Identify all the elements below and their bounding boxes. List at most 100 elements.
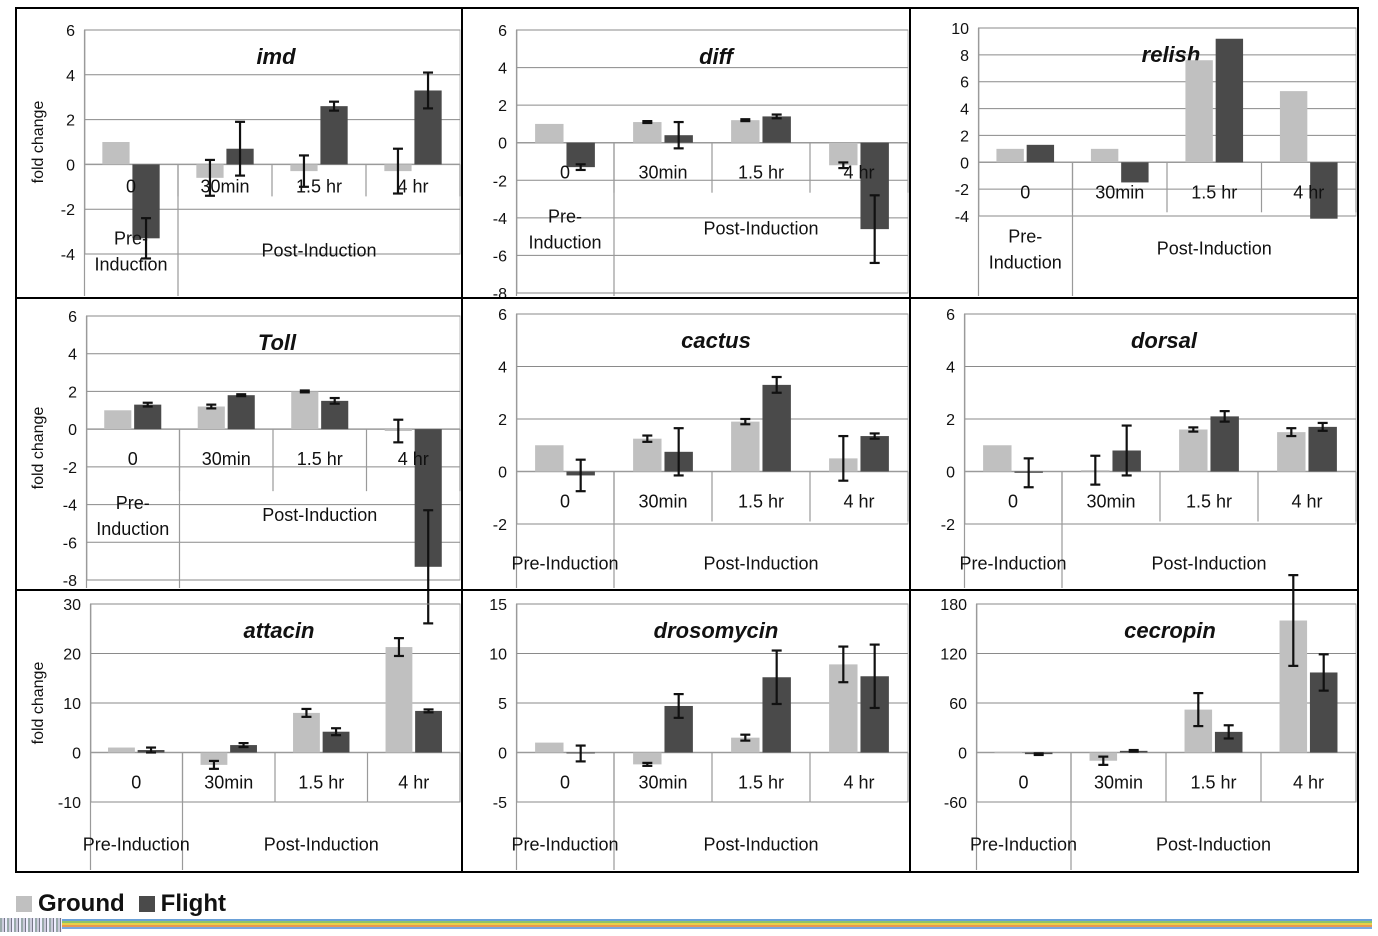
panel-diff: 6 4 2 0 -2 -4 -6 -8 diff 0 30min 1.5 hr 4 hr Pre- Indu… [461, 7, 911, 303]
y-tick-label: 15 [489, 597, 507, 614]
bar-flight [134, 404, 162, 430]
panel-dorsal: 6 4 2 0 -2 dorsal 0 30min 1.5 hr 4 hr Pre-Inductio… [909, 297, 1359, 591]
y-tick-label: 20 [63, 647, 81, 664]
x-category-label: 1.5 hr [296, 176, 342, 196]
legend-item-ground: Ground [16, 890, 125, 918]
x-group-label-line: Post-Induction [262, 505, 377, 525]
x-category-label: 30min [638, 492, 687, 512]
y-tick-label: 0 [68, 422, 77, 439]
legend-swatch-flight [138, 896, 155, 912]
y-tick-label: -8 [63, 573, 77, 590]
x-category-label: 30min [200, 176, 249, 196]
panel-title: drosomycin [654, 618, 779, 643]
y-tick-label: -2 [493, 173, 507, 190]
bar-ground [200, 752, 228, 765]
y-tick-label: -6 [63, 535, 77, 552]
x-group-label-line: Induction [96, 519, 169, 539]
x-category-label: 30min [638, 163, 687, 183]
x-category-label: 0 [560, 492, 570, 512]
legend-item-flight: Flight [138, 890, 226, 918]
x-category-label: 4 hr [397, 176, 428, 196]
panel-Toll: 6 4 2 0 -2 -4 -6 -8 fold change Toll 0 30min 1.5 hr 4… [15, 297, 463, 625]
x-category-label: 1.5 hr [738, 492, 784, 512]
x-group-label: Post-Induction [703, 219, 818, 239]
x-group-label-line: Induction [989, 252, 1062, 272]
footer-artifact [0, 918, 62, 932]
y-axis-label: fold change [30, 662, 47, 745]
y-tick-label: -4 [61, 247, 75, 264]
x-category-label: 30min [202, 449, 251, 469]
y-tick-label: 10 [63, 696, 81, 713]
x-category-label: 4 hr [843, 773, 874, 793]
x-category-label: 1.5 hr [297, 449, 343, 469]
bar-ground [633, 752, 662, 765]
y-tick-label: 4 [498, 61, 507, 78]
y-tick-label: 4 [68, 347, 77, 364]
x-group-label: Post-Induction [1157, 238, 1272, 258]
bar-ground [102, 142, 130, 165]
panel-title: cactus [681, 328, 751, 353]
legend-swatch-ground [16, 896, 32, 912]
bar-ground [731, 120, 760, 143]
bar-ground [731, 421, 760, 472]
bar-flight [762, 116, 791, 143]
bar-ground [731, 737, 760, 753]
panel-title: dorsal [1131, 328, 1198, 353]
x-category-label: 1.5 hr [1186, 492, 1232, 512]
x-group-label: Pre-Induction [959, 554, 1066, 574]
bar-ground [535, 742, 564, 753]
y-tick-label: -2 [955, 182, 969, 199]
x-group-label-line: Pre-Induction [959, 554, 1066, 574]
bar-ground [633, 438, 662, 472]
x-category-label: 4 hr [1291, 492, 1322, 512]
legend-label-flight: Flight [160, 890, 226, 917]
y-tick-label: 8 [960, 48, 969, 65]
y-tick-label: 2 [960, 128, 969, 145]
x-group-label: Pre-Induction [528, 207, 601, 253]
x-group-label-line: Post-Induction [1157, 238, 1272, 258]
x-group-label-line: Post-Induction [703, 219, 818, 239]
x-group-label: Pre- Induction [96, 493, 169, 539]
panel-attacin: 30 20 10 0 -10 fold change attacin 0 30min 1.5 hr… [15, 589, 463, 873]
bar-flight [1210, 416, 1239, 472]
bar-ground [996, 148, 1024, 163]
bar-ground [293, 712, 320, 753]
y-tick-label: -4 [493, 211, 507, 228]
y-tick-label: 0 [498, 136, 507, 153]
bar-ground [983, 445, 1012, 472]
x-group-label-line: Pre- [114, 228, 148, 248]
bar-flight [566, 142, 595, 168]
x-category-label: 1.5 hr [1190, 773, 1236, 793]
x-group-label-line: Pre- [116, 493, 150, 513]
x-category-label: 30min [1094, 773, 1143, 793]
x-category-label: 1.5 hr [738, 773, 784, 793]
y-tick-label: 30 [63, 597, 81, 614]
y-tick-label: -4 [955, 209, 969, 226]
bar-ground [1179, 429, 1208, 472]
bar-flight [321, 400, 349, 430]
bar-ground [1090, 148, 1119, 163]
y-tick-label: -6 [493, 248, 507, 265]
y-tick-label: 0 [66, 157, 75, 174]
y-tick-label: -4 [63, 498, 77, 515]
y-tick-label: 6 [68, 309, 77, 326]
x-group-label-line: Pre- [548, 207, 582, 227]
panel-frame [909, 589, 1359, 873]
panel-cecropin: 180 120 60 0 -60 cecropin 0 30min 1.5 hr 4 hr Pre-… [909, 574, 1359, 873]
x-group-label: Pre-Induction [989, 226, 1062, 272]
y-tick-label: 4 [66, 68, 75, 85]
panel-title: Toll [258, 330, 297, 355]
y-tick-label: -2 [63, 460, 77, 477]
legend-label-ground: Ground [38, 890, 125, 917]
y-axis-label: fold change [30, 407, 47, 490]
x-group-label: Post-Induction [703, 554, 818, 574]
y-tick-label: 2 [946, 412, 955, 429]
bar-flight [230, 745, 257, 753]
bar-flight [1026, 144, 1055, 163]
y-tick-label: 10 [489, 647, 507, 664]
bar-flight [1310, 162, 1338, 219]
bar-flight [1215, 38, 1244, 163]
x-group-label: Pre-Induction [511, 554, 618, 574]
